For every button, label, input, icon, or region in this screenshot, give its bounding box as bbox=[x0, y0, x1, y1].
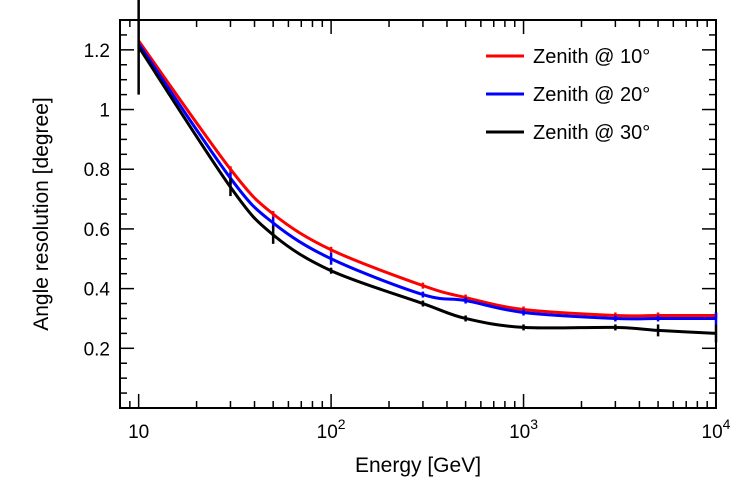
legend-label: Zenith @ 30° bbox=[533, 122, 650, 144]
x-axis-title: Energy [GeV] bbox=[355, 454, 481, 477]
series-line bbox=[137, 40, 716, 318]
y-tick-label: 0.6 bbox=[84, 220, 110, 241]
x-tick-label-exponent: 2 bbox=[338, 416, 346, 432]
plot-frame bbox=[119, 19, 717, 409]
x-tick-label-base: 10 bbox=[702, 422, 723, 443]
x-tick-label-exponent: 3 bbox=[530, 416, 538, 432]
legend-label: Zenith @ 20° bbox=[533, 84, 650, 106]
x-tick-label-base: 10 bbox=[128, 422, 149, 443]
y-tick-label: 0.8 bbox=[84, 160, 110, 181]
series-line bbox=[137, 43, 716, 321]
y-axis-title: Angle resolution [degree] bbox=[30, 97, 53, 331]
y-tick-label: 0.4 bbox=[84, 280, 111, 301]
y-tick-label: 1 bbox=[99, 101, 110, 122]
legend: Zenith @ 10° Zenith @ 20° Zenith @ 30° bbox=[486, 46, 650, 144]
x-tick-label-base: 10 bbox=[509, 422, 530, 443]
x-tick-label-base: 10 bbox=[317, 422, 338, 443]
x-tick-label: 104 bbox=[702, 416, 731, 443]
x-tick-label: 10 bbox=[128, 422, 149, 443]
series-3 bbox=[137, 0, 718, 343]
legend-label: Zenith @ 10° bbox=[533, 46, 650, 68]
series-layer bbox=[137, 0, 718, 343]
series-line bbox=[137, 46, 717, 335]
x-tick-label: 102 bbox=[317, 416, 346, 443]
plot-border bbox=[119, 19, 717, 409]
x-tick-label-exponent: 4 bbox=[723, 416, 731, 432]
y-tick-label: 0.2 bbox=[84, 339, 110, 360]
y-axis-ticks: 0.2 0.4 0.6 0.8 1 1.2 bbox=[84, 19, 716, 394]
x-tick-label: 103 bbox=[509, 416, 538, 443]
y-tick-label: 1.2 bbox=[84, 41, 110, 62]
series-2 bbox=[137, 43, 718, 325]
